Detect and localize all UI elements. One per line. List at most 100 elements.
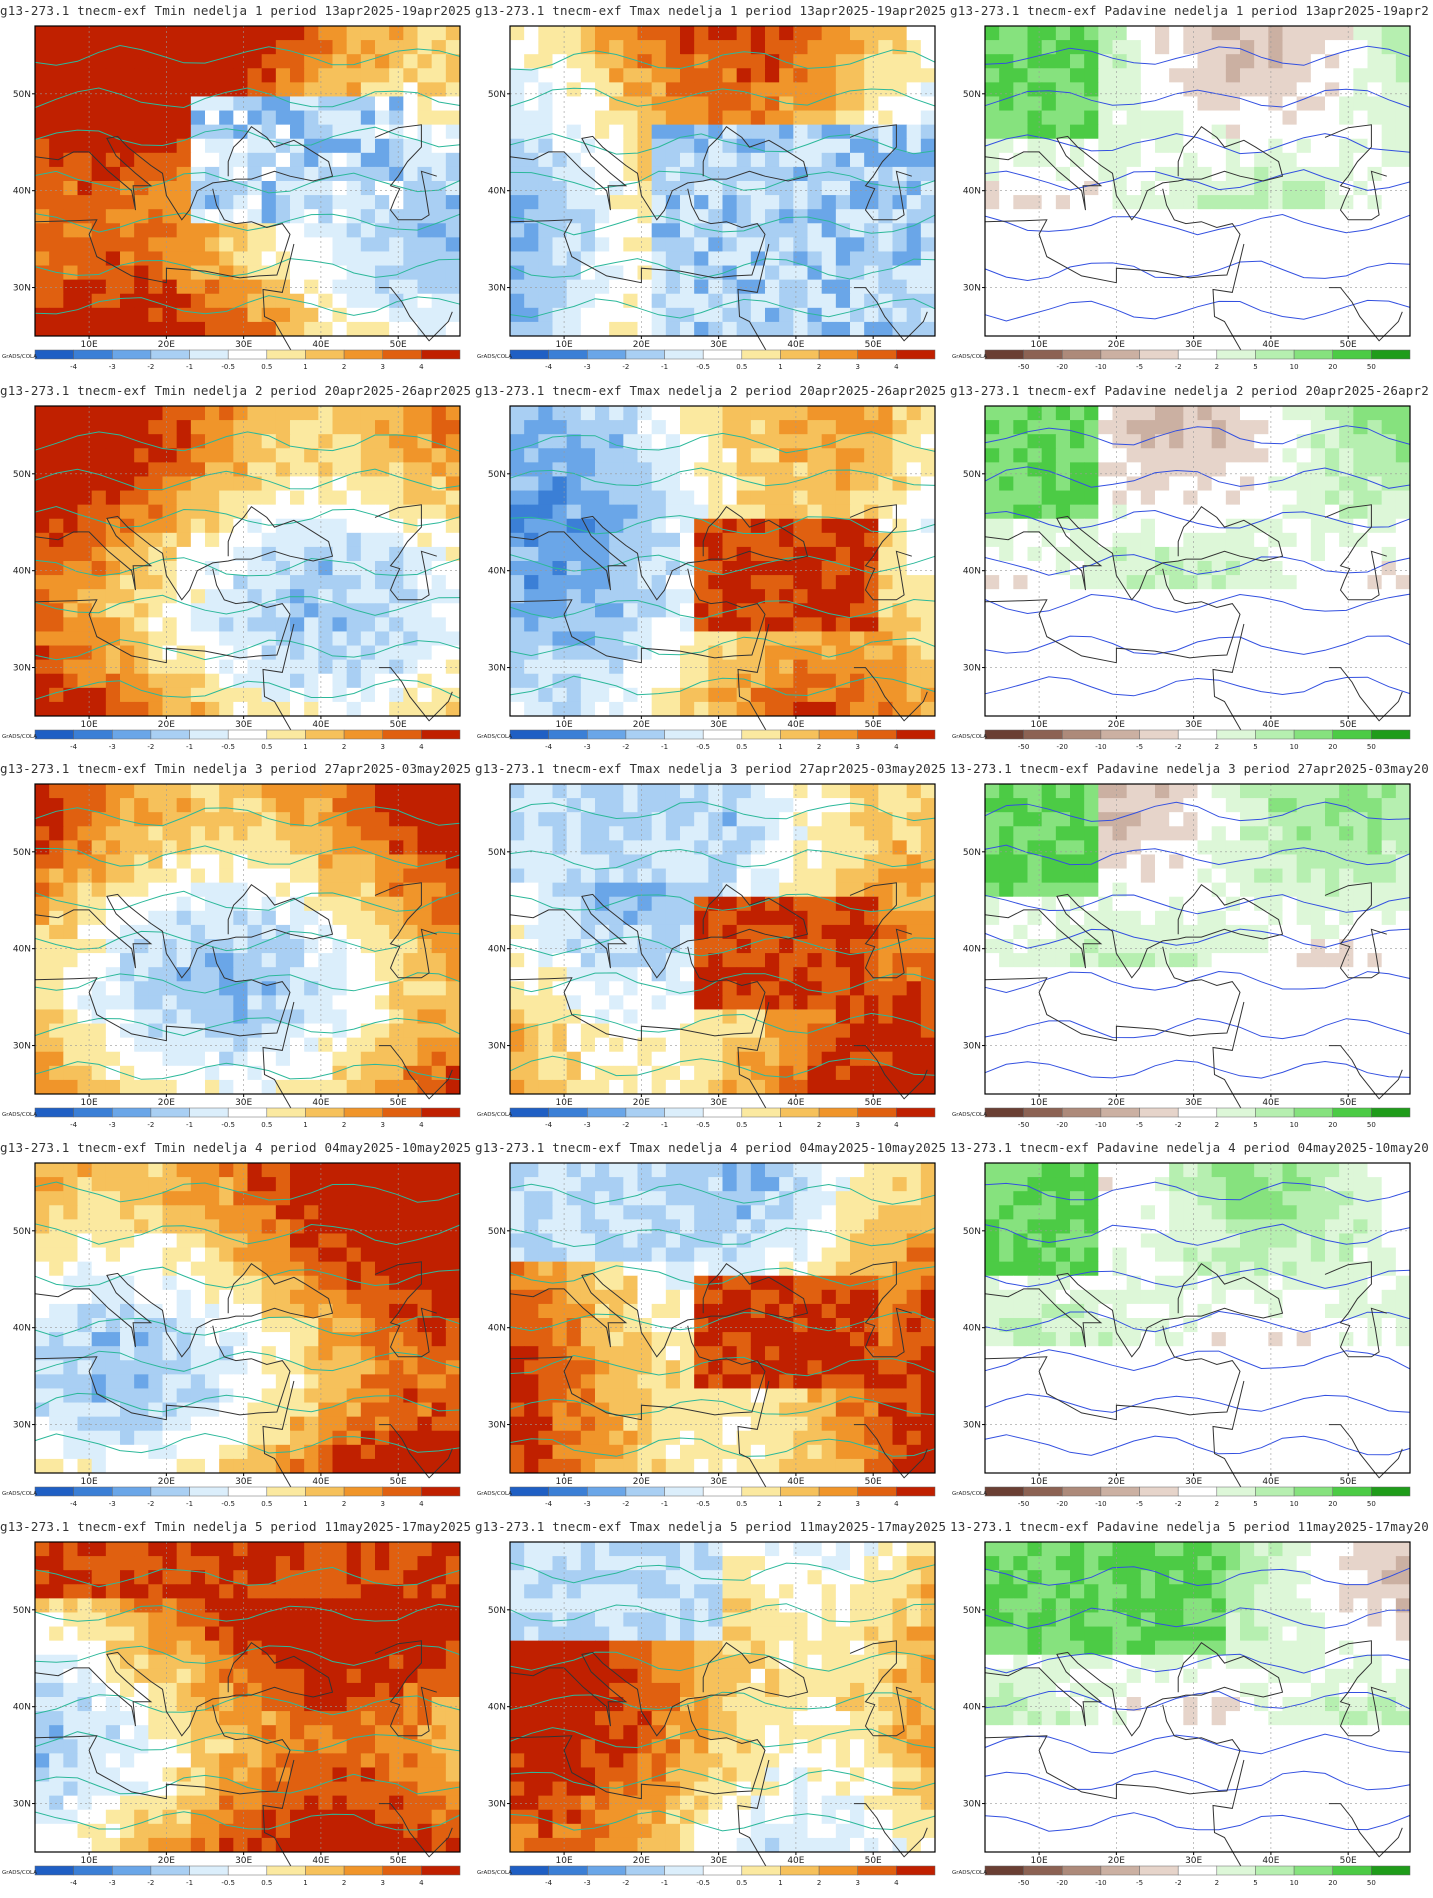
colorbar-label: -20 (1057, 1121, 1068, 1129)
colorbar-label: 4 (894, 1121, 899, 1129)
colorbar-swatch (665, 1487, 704, 1496)
colorbar-swatch (510, 1487, 549, 1496)
lat-tick-label: 30N (13, 1042, 31, 1052)
panel-title: g13-273.1 tnecm-exf Tmax nedelja 3 perio… (475, 758, 953, 780)
colorbar-swatch (1255, 1487, 1294, 1496)
panel-title: g13-273.1 tnecm-exf Padavine nedelja 2 p… (950, 380, 1428, 402)
colorbar-swatch (985, 1866, 1024, 1875)
colorbar-label: -10 (1095, 363, 1106, 371)
colorbar-swatch (267, 730, 306, 739)
colorbar-label: -3 (109, 1879, 116, 1887)
colorbar-swatch (1255, 1108, 1294, 1117)
colorbar-swatch (305, 1866, 344, 1875)
colorbar-swatch (985, 1487, 1024, 1496)
colorbar-swatch (1178, 1866, 1217, 1875)
colorbar-label: -3 (584, 1500, 591, 1508)
colorbar-label: 20 (1328, 1879, 1337, 1887)
colorbar-label: -1 (186, 1879, 193, 1887)
colorbar-label: -50 (1018, 1879, 1029, 1887)
colorbar-label: -2 (147, 1879, 154, 1887)
colorbar-swatch (896, 1487, 935, 1496)
colorbar-label: 1 (778, 1500, 782, 1508)
lat-tick-label: 30N (488, 284, 506, 294)
lat-tick-label: 40N (963, 945, 981, 955)
colorbar-swatch (1024, 1866, 1063, 1875)
colorbar-swatch (1101, 1108, 1140, 1117)
colorbar-swatch (587, 1108, 626, 1117)
map-field (35, 26, 461, 337)
colorbar-label: 10 (1290, 1121, 1299, 1129)
colorbar-label: -0.5 (696, 1500, 710, 1508)
lat-tick-label: 40N (13, 567, 31, 577)
colorbar-swatch (344, 1487, 383, 1496)
colorbar-swatch (665, 730, 704, 739)
colorbar-swatch (35, 1866, 74, 1875)
lat-tick-label: 50N (13, 1227, 31, 1237)
colorbar-swatch (1024, 350, 1063, 359)
colorbar-swatch (896, 730, 935, 739)
colorbar-swatch (1294, 1108, 1333, 1117)
colorbar-label: -4 (545, 1879, 553, 1887)
colorbar-label: -2 (147, 1500, 154, 1508)
colorbar-swatch (1217, 730, 1256, 739)
colorbar-swatch (1333, 1108, 1372, 1117)
map-panel-tmax-week-1: g13-273.1 tnecm-exf Tmax nedelja 1 perio… (475, 0, 953, 379)
colorbar-swatch (1255, 730, 1294, 739)
lat-tick-label: 40N (963, 1703, 981, 1713)
colorbar-label: 2 (1215, 1500, 1219, 1508)
colorbar-swatch (985, 350, 1024, 359)
colorbar-label: -1 (661, 743, 668, 751)
colorbar-swatch (742, 350, 781, 359)
colorbar-label: 2 (342, 1879, 346, 1887)
grads-credit: GrADS/COLA (2, 1112, 37, 1118)
colorbar-label: 3 (855, 1121, 859, 1129)
colorbar-swatch (819, 1108, 858, 1117)
colorbar-label: 2 (817, 1879, 821, 1887)
colorbar-swatch (1371, 350, 1410, 359)
colorbar-swatch (1140, 1108, 1179, 1117)
grads-credit: GrADS/COLA (2, 734, 37, 740)
lat-tick-label: 30N (13, 1421, 31, 1431)
colorbar-label: -1 (661, 1121, 668, 1129)
colorbar-swatch (703, 730, 742, 739)
colorbar-swatch (1178, 1108, 1217, 1117)
colorbar-label: -0.5 (221, 1500, 235, 1508)
colorbar-label: 4 (419, 1121, 424, 1129)
colorbar-label: 20 (1328, 1121, 1337, 1129)
colorbar-swatch (665, 1108, 704, 1117)
colorbar-label: -4 (545, 1500, 553, 1508)
map-field (510, 784, 936, 1095)
colorbar-swatch (587, 350, 626, 359)
colorbar-swatch (421, 1108, 460, 1117)
colorbar-swatch (35, 350, 74, 359)
colorbar-label: -1 (186, 363, 193, 371)
colorbar-swatch (74, 350, 113, 359)
colorbar-swatch (421, 350, 460, 359)
lat-tick-label: 30N (13, 664, 31, 674)
lat-tick-label: 50N (963, 848, 981, 858)
colorbar-label: -0.5 (696, 1121, 710, 1129)
colorbar-swatch (703, 1108, 742, 1117)
colorbar-label: -3 (109, 743, 116, 751)
colorbar-swatch (549, 1108, 588, 1117)
colorbar-swatch (780, 1108, 819, 1117)
colorbar-swatch (383, 1108, 422, 1117)
colorbar-swatch (858, 350, 897, 359)
colorbar-label: 2 (817, 1500, 821, 1508)
colorbar-label: 3 (855, 743, 859, 751)
colorbar-label: 3 (380, 363, 384, 371)
grads-credit: GrADS/COLA (952, 734, 987, 740)
map-field (35, 406, 461, 717)
colorbar-swatch (1217, 1487, 1256, 1496)
colorbar-swatch (1294, 1866, 1333, 1875)
lat-tick-label: 40N (963, 187, 981, 197)
colorbar-swatch (151, 1108, 190, 1117)
